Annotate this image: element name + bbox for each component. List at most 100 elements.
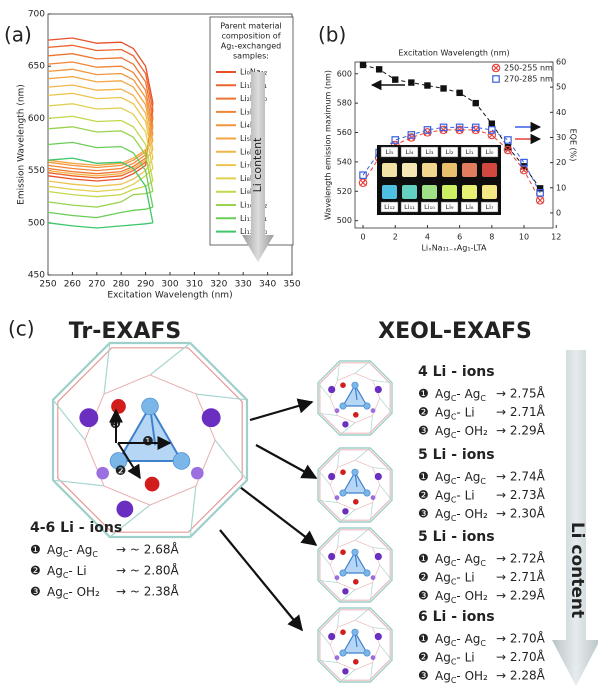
atom	[172, 452, 191, 470]
sample-tag	[380, 201, 399, 213]
data-point	[503, 145, 513, 155]
label-part: C	[63, 571, 69, 580]
sample-tag	[460, 201, 479, 213]
label-part: - OH₂	[68, 585, 100, 599]
label-part: C	[63, 550, 69, 559]
data-point	[472, 99, 479, 107]
label-part: Ag	[435, 589, 451, 603]
data-point	[535, 196, 545, 205]
series-line	[47, 140, 154, 167]
y-tick-label: 500	[28, 218, 45, 228]
data-point	[488, 126, 496, 134]
row-value: → 2.29Å	[496, 588, 546, 603]
cage-ring	[317, 447, 393, 523]
marker-cross	[407, 133, 415, 142]
label-part: C	[451, 496, 457, 505]
atom	[363, 569, 371, 577]
sample-tag	[480, 201, 499, 213]
y-tick-label: 550	[28, 166, 45, 176]
atom	[342, 588, 349, 595]
label-part: C	[92, 550, 98, 559]
cage-ring	[317, 527, 393, 603]
label-part: Ag	[435, 632, 451, 646]
sample	[442, 185, 457, 199]
row-value: → 2.29Å	[496, 423, 546, 438]
legend-marker	[491, 63, 501, 73]
zeolite-cage	[317, 527, 393, 603]
row-value: → 2.73Å	[496, 487, 546, 502]
label-part: - Ag	[456, 470, 480, 484]
atom	[328, 632, 336, 641]
label-part: C	[451, 658, 457, 667]
cage-ring	[319, 609, 391, 681]
row-value: → 2.72Å	[496, 551, 546, 566]
row-number: ❷	[418, 650, 429, 664]
x-tick-label: 2	[393, 233, 398, 242]
cage-ring	[317, 607, 393, 683]
x-tick-label: 6	[457, 233, 462, 242]
panel-label: (a)	[4, 23, 32, 47]
row-value: → ~ 2.68Å	[116, 542, 179, 557]
series-line	[47, 206, 154, 219]
atom	[370, 408, 376, 414]
series-line	[47, 190, 154, 208]
label-part: C	[451, 596, 457, 605]
atom	[353, 659, 359, 665]
cage-edge	[317, 382, 331, 399]
cage-edge	[337, 608, 341, 628]
atom	[339, 649, 347, 657]
sample	[402, 163, 417, 177]
label-part: Ag	[435, 470, 451, 484]
row-label: AgC- AgC	[435, 552, 486, 569]
row-number: ❷	[418, 488, 429, 502]
label-part: Ag	[435, 488, 451, 502]
zeolite-cage	[317, 607, 393, 683]
label-part: Ag	[435, 570, 451, 584]
cage-edge	[379, 397, 393, 414]
x-tick-label: 0	[361, 233, 366, 242]
atom	[351, 548, 359, 556]
series-line	[47, 61, 154, 127]
marker-cross	[536, 196, 544, 204]
cage-edge	[317, 629, 331, 646]
label-part: Ag	[435, 424, 451, 438]
cage-ring	[319, 362, 391, 434]
atom	[374, 632, 382, 641]
data-point	[471, 123, 480, 132]
cage-edge	[339, 422, 356, 436]
sample-tag	[420, 146, 439, 158]
cage-edge	[379, 564, 393, 581]
zeolite-cage	[317, 447, 393, 523]
label-part: Ag	[435, 669, 451, 683]
plot-frame	[354, 61, 554, 229]
row-label: AgC- AgC	[47, 543, 98, 560]
data-point	[358, 178, 368, 187]
y2-tick-label: 20	[556, 158, 566, 167]
row-number: ❷	[418, 405, 429, 419]
sample-label: Li₃	[425, 148, 433, 156]
row-value: → 2.71Å	[496, 404, 546, 419]
marker-cross	[504, 146, 512, 154]
cage-edge	[318, 412, 338, 416]
atom	[339, 569, 347, 577]
data-point	[439, 123, 448, 132]
marker-cross	[492, 64, 500, 72]
data-point	[408, 79, 415, 86]
row-value: → 2.30Å	[496, 506, 546, 521]
row-label: AgC- Li	[435, 405, 475, 422]
bond-arrow	[117, 442, 141, 480]
atom	[370, 655, 376, 661]
data-point	[504, 136, 512, 144]
series-line	[47, 115, 154, 182]
x-tick-label: 300	[161, 280, 178, 290]
series-line	[47, 149, 154, 177]
marker-ring	[519, 165, 529, 175]
x-tick-label: 350	[283, 280, 300, 290]
x-tick-label: 260	[64, 280, 81, 290]
atom	[342, 668, 349, 675]
x-tick-label: 320	[210, 280, 227, 290]
label-part: Ag	[435, 650, 451, 664]
atom	[334, 655, 340, 661]
legend-title: Parent material	[220, 22, 282, 31]
